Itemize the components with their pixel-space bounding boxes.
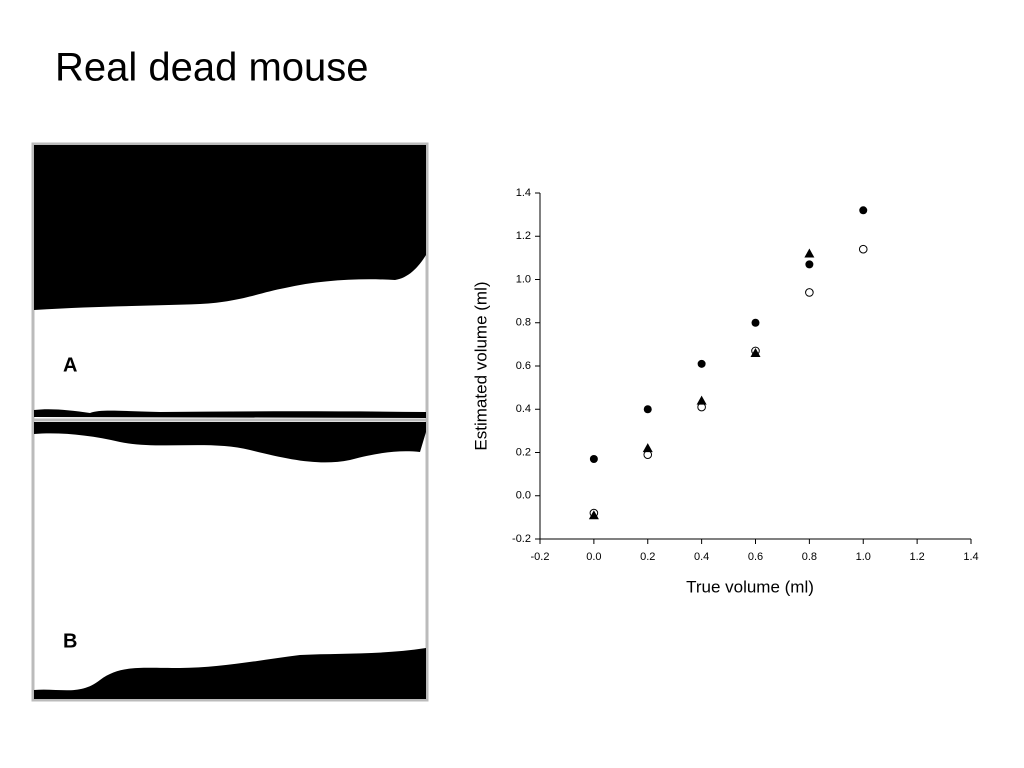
y-tick-label: 1.2 xyxy=(516,230,531,242)
point xyxy=(804,248,815,258)
x-tick-label: 1.0 xyxy=(856,551,871,563)
x-tick-label: 0.6 xyxy=(748,551,763,563)
x-tick-label: 1.4 xyxy=(963,551,978,563)
panel-label: A xyxy=(63,354,77,376)
y-tick-label: -0.2 xyxy=(512,533,531,545)
y-tick-label: 0.4 xyxy=(516,403,531,415)
x-axis-label: True volume (ml) xyxy=(686,577,814,596)
photo-panel: A B xyxy=(31,142,429,702)
slide-title: Real dead mouse xyxy=(55,46,369,90)
panel-b-bottom xyxy=(34,648,426,699)
point xyxy=(696,395,707,405)
y-axis-label: Estimated volume (ml) xyxy=(471,281,490,450)
point xyxy=(643,405,652,414)
panel-a-top xyxy=(34,145,426,310)
point xyxy=(858,244,868,254)
point xyxy=(697,359,706,368)
y-tick-label: 0.8 xyxy=(516,317,531,329)
point xyxy=(642,443,653,453)
x-tick-label: 0.4 xyxy=(694,551,709,563)
panel-label: B xyxy=(63,630,77,652)
point xyxy=(751,318,760,327)
panel-a-bottom xyxy=(34,409,426,418)
y-tick-label: 0.6 xyxy=(516,360,531,372)
point xyxy=(750,348,761,358)
y-tick-label: 1.0 xyxy=(516,273,531,285)
x-tick-label: 0.0 xyxy=(586,551,601,563)
point xyxy=(805,260,814,269)
point xyxy=(588,510,599,520)
y-tick-label: 0.0 xyxy=(516,490,531,502)
y-tick-label: 1.4 xyxy=(516,187,531,199)
panel-b-top xyxy=(34,422,426,463)
x-tick-label: 1.2 xyxy=(909,551,924,563)
x-tick-label: 0.8 xyxy=(802,551,817,563)
point xyxy=(859,206,868,215)
y-tick-label: 0.2 xyxy=(516,446,531,458)
x-tick-label: 0.2 xyxy=(640,551,655,563)
point xyxy=(805,288,814,297)
x-tick-label: -0.2 xyxy=(531,551,550,563)
point xyxy=(589,454,598,463)
